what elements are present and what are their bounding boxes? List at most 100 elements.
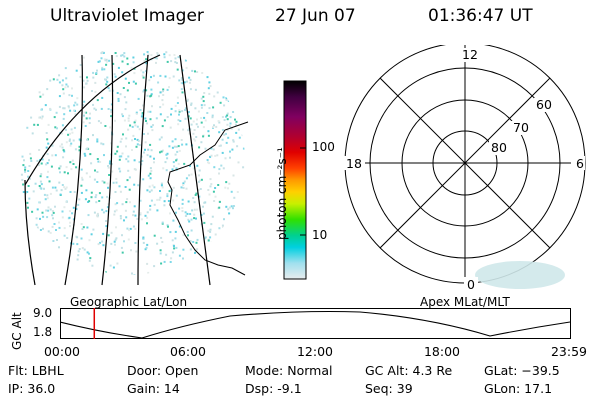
emission-pixel bbox=[181, 143, 184, 146]
emission-pixel bbox=[196, 248, 199, 251]
xtick-0600: 06:00 bbox=[169, 344, 207, 359]
emission-pixel bbox=[115, 237, 118, 240]
emission-pixel bbox=[103, 68, 106, 71]
emission-pixel bbox=[181, 110, 184, 113]
emission-pixel bbox=[199, 179, 202, 182]
emission-pixel bbox=[72, 139, 75, 142]
emission-pixel bbox=[140, 218, 143, 221]
emission-pixel bbox=[133, 205, 136, 208]
emission-pixel bbox=[208, 92, 211, 95]
emission-pixel bbox=[82, 104, 84, 106]
emission-pixel bbox=[106, 80, 109, 83]
emission-pixel bbox=[178, 254, 181, 257]
emission-pixel bbox=[83, 152, 86, 155]
emission-pixel bbox=[134, 227, 137, 230]
emission-pixel bbox=[101, 68, 104, 71]
emission-pixel bbox=[113, 73, 116, 76]
emission-pixel bbox=[126, 179, 129, 182]
emission-pixel bbox=[134, 214, 137, 217]
emission-pixel bbox=[236, 191, 239, 193]
emission-pixel bbox=[197, 110, 200, 113]
emission-pixel bbox=[158, 95, 160, 98]
emission-pixel bbox=[24, 166, 27, 169]
emission-pixel bbox=[128, 176, 131, 179]
emission-pixel bbox=[89, 153, 92, 156]
emission-pixel bbox=[71, 131, 74, 134]
emission-pixel bbox=[130, 249, 132, 252]
emission-pixel bbox=[86, 138, 89, 141]
emission-pixel bbox=[193, 201, 196, 204]
emission-pixel bbox=[80, 237, 83, 240]
emission-pixel bbox=[85, 111, 88, 114]
colorbar bbox=[283, 80, 307, 280]
xtick-2359: 23:59 bbox=[550, 344, 588, 359]
emission-pixel bbox=[207, 229, 210, 232]
emission-pixel bbox=[135, 250, 138, 253]
emission-pixel bbox=[33, 123, 36, 126]
emission-pixel bbox=[203, 201, 206, 204]
emission-pixel bbox=[190, 123, 193, 126]
emission-pixel bbox=[100, 57, 103, 60]
emission-pixel bbox=[107, 108, 110, 110]
emission-pixel bbox=[20, 173, 23, 176]
emission-pixel bbox=[172, 75, 175, 78]
emission-pixel bbox=[26, 126, 29, 129]
emission-pixel bbox=[207, 239, 210, 242]
emission-pixel bbox=[128, 188, 131, 191]
emission-pixel bbox=[195, 136, 198, 138]
emission-pixel bbox=[192, 167, 195, 170]
emission-pixel bbox=[115, 226, 117, 229]
emission-pixel bbox=[232, 207, 234, 210]
emission-pixel bbox=[139, 109, 142, 111]
emission-pixel bbox=[68, 106, 70, 109]
emission-pixel bbox=[131, 139, 134, 142]
emission-pixel bbox=[94, 196, 97, 199]
emission-pixel bbox=[85, 148, 88, 151]
emission-pixel bbox=[141, 113, 144, 116]
emission-pixel bbox=[193, 208, 196, 211]
emission-pixel bbox=[47, 206, 50, 209]
emission-pixel bbox=[94, 169, 96, 172]
geographic-image-panel bbox=[20, 51, 249, 286]
emission-pixel bbox=[95, 201, 98, 204]
emission-pixel bbox=[110, 115, 113, 118]
emission-pixel bbox=[207, 130, 210, 133]
emission-pixel bbox=[70, 142, 73, 145]
emission-pixel bbox=[58, 105, 61, 108]
emission-pixel bbox=[29, 152, 32, 155]
emission-pixel bbox=[168, 86, 170, 89]
emission-pixel bbox=[210, 223, 213, 226]
emission-pixel bbox=[44, 198, 47, 201]
emission-pixel bbox=[178, 149, 181, 152]
emission-pixel bbox=[117, 66, 120, 69]
emission-pixel bbox=[200, 104, 203, 107]
emission-pixel bbox=[106, 60, 109, 63]
emission-pixel bbox=[127, 117, 130, 120]
emission-pixel bbox=[149, 172, 152, 175]
emission-pixel bbox=[196, 238, 199, 241]
emission-pixel bbox=[193, 138, 196, 141]
emission-pixel bbox=[27, 175, 29, 178]
emission-pixel bbox=[182, 248, 185, 251]
emission-pixel bbox=[67, 133, 70, 136]
emission-pixel bbox=[97, 120, 100, 123]
emission-pixel bbox=[153, 161, 155, 164]
emission-pixel bbox=[126, 89, 129, 92]
emission-pixel bbox=[159, 106, 162, 109]
emission-pixel bbox=[147, 132, 149, 135]
emission-pixel bbox=[50, 165, 53, 168]
emission-pixel bbox=[115, 177, 118, 180]
emission-pixel bbox=[150, 149, 153, 152]
emission-pixel bbox=[168, 77, 171, 80]
emission-pixel bbox=[150, 169, 153, 172]
emission-pixel bbox=[188, 174, 191, 177]
emission-pixel bbox=[138, 128, 141, 131]
emission-pixel bbox=[39, 180, 42, 183]
emission-pixel bbox=[223, 218, 225, 221]
emission-pixel bbox=[175, 62, 178, 64]
emission-pixel bbox=[148, 185, 151, 188]
emission-pixel bbox=[36, 123, 39, 126]
timeline-axis-title: GC Alt bbox=[10, 312, 24, 350]
emission-pixel bbox=[178, 110, 181, 113]
emission-pixel bbox=[146, 216, 149, 219]
